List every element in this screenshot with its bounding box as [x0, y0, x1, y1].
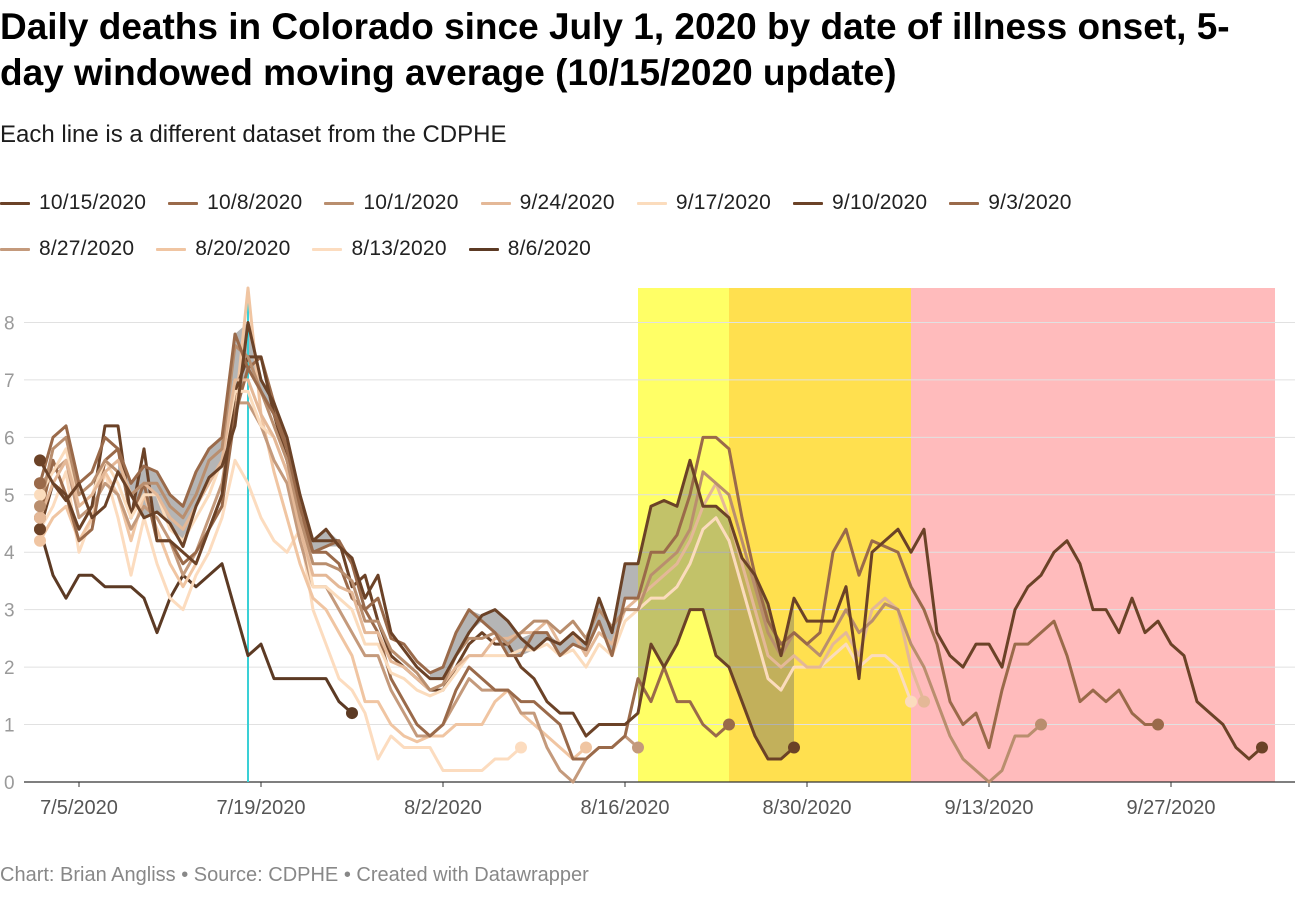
legend-swatch	[636, 201, 667, 205]
y-tick-label: 6	[4, 428, 15, 449]
series-end-dot	[918, 695, 930, 708]
legend-label: 10/1/2020	[363, 191, 459, 214]
series-line	[38, 286, 588, 761]
legend-swatch	[0, 201, 30, 205]
legend-swatch	[312, 247, 343, 251]
x-tick-label: 8/2/2020	[404, 797, 482, 819]
series-end-dot	[1035, 718, 1047, 731]
legend-label: 8/27/2020	[39, 237, 135, 260]
y-tick-label: 2	[4, 658, 15, 679]
highlight-band	[729, 288, 911, 782]
series-end-dot	[723, 718, 735, 731]
legend-item: 8/6/2020	[468, 237, 592, 261]
series-end-dot	[788, 741, 800, 754]
y-tick-label: 1	[4, 716, 15, 737]
series-start-dot	[34, 523, 46, 536]
series-end-dot	[515, 741, 527, 754]
y-tick-label: 8	[4, 313, 15, 334]
legend-swatch	[949, 201, 980, 205]
legend-swatch	[168, 201, 199, 205]
legend-item: 9/17/2020	[636, 191, 772, 215]
legend-item: 10/8/2020	[168, 191, 302, 215]
legend-swatch	[480, 201, 511, 205]
chart-footer: Chart: Brian Angliss • Source: CDPHE • C…	[0, 864, 589, 887]
footer-author: Chart: Brian Angliss	[0, 864, 176, 886]
legend-item: 9/3/2020	[949, 191, 1071, 215]
series-start-dot	[34, 511, 46, 524]
footer-separator: •	[343, 864, 351, 886]
y-tick-label: 5	[4, 486, 15, 507]
legend-item: 8/27/2020	[0, 237, 134, 261]
y-tick-label: 3	[4, 601, 15, 622]
series-end-dot	[346, 707, 358, 720]
x-tick-label: 7/19/2020	[217, 797, 306, 819]
line-chart: 0 1 2 3 4 5 6 7 8 7/5/2020 7/19/2020 8/2/2020 8/16/2…	[4, 286, 1295, 819]
series-line	[38, 343, 1043, 784]
series-start-dot	[34, 500, 46, 513]
legend-item: 10/1/2020	[324, 191, 458, 215]
legend-label: 9/17/2020	[675, 191, 772, 214]
legend-label: 8/6/2020	[507, 237, 592, 260]
x-tick-label: 9/13/2020	[945, 797, 1034, 819]
series-line	[38, 378, 926, 704]
legend-label: 10/15/2020	[39, 191, 147, 214]
legend-label: 8/20/2020	[195, 237, 291, 260]
legend: 10/15/2020 10/8/2020 10/1/2020 9/24/2020 9/1…	[0, 180, 1290, 272]
legend-label: 8/13/2020	[351, 237, 447, 260]
legend-swatch	[0, 247, 30, 251]
legend-row: 8/27/2020 8/20/2020 8/13/2020 8/6/2020	[0, 226, 1290, 272]
series-end-dot	[1152, 718, 1164, 731]
legend-label: 9/24/2020	[519, 191, 615, 214]
series-line	[38, 355, 731, 761]
legend-swatch	[324, 201, 355, 205]
legend-item: 9/24/2020	[480, 191, 615, 215]
legend-item: 8/20/2020	[156, 237, 290, 261]
x-tick-label: 8/16/2020	[581, 797, 670, 819]
series-end-dot	[1256, 741, 1268, 754]
legend-label: 9/3/2020	[988, 191, 1072, 214]
y-tick-label: 0	[4, 773, 15, 794]
y-tick-label: 7	[4, 371, 15, 392]
series-end-dot	[632, 741, 644, 754]
legend-item: 9/10/2020	[793, 191, 927, 215]
footer-created-with: Created with Datawrapper	[356, 864, 589, 886]
series-line	[38, 332, 1160, 750]
legend-label: 9/10/2020	[832, 191, 928, 214]
legend-row: 10/15/2020 10/8/2020 10/1/2020 9/24/2020 9/1…	[0, 180, 1290, 226]
legend-swatch	[156, 247, 187, 251]
y-tick-label: 4	[4, 543, 15, 564]
highlight-band	[911, 288, 1275, 782]
footer-source: Source: CDPHE	[193, 864, 339, 886]
series-line	[38, 527, 354, 715]
legend-item: 10/15/2020	[0, 191, 146, 215]
series-start-dot	[34, 534, 46, 547]
legend-swatch	[793, 201, 824, 205]
series-start-dot	[34, 488, 46, 501]
chart-title: Daily deaths in Colorado since July 1, 2…	[0, 6, 1230, 93]
series-start-dot	[34, 454, 46, 467]
series-line	[38, 320, 1264, 761]
range-shading	[118, 322, 352, 564]
x-tick-label: 7/5/2020	[40, 797, 118, 819]
chart-subtitle: Each line is a different dataset from th…	[0, 121, 507, 148]
series-line	[38, 458, 523, 773]
series-line	[38, 401, 640, 784]
series-start-dot	[34, 477, 46, 490]
series-end-dot	[580, 741, 592, 754]
series-end-dot	[905, 695, 917, 708]
footer-separator: •	[181, 864, 189, 886]
legend-item: 8/13/2020	[312, 237, 447, 261]
legend-label: 10/8/2020	[207, 191, 303, 214]
x-tick-label: 8/30/2020	[763, 797, 852, 819]
legend-swatch	[468, 247, 499, 251]
x-tick-label: 9/27/2020	[1127, 797, 1216, 819]
